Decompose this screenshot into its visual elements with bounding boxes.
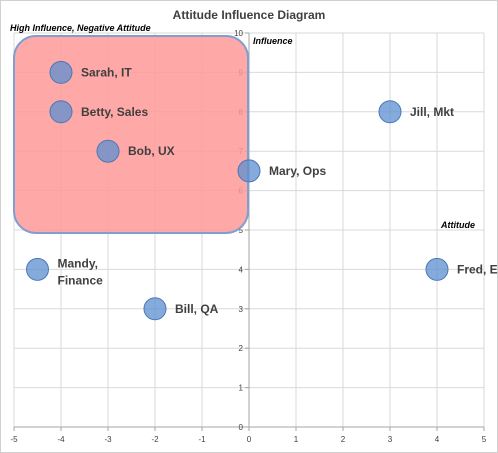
point-label: Sarah, IT xyxy=(81,65,132,79)
y-tick-label: 4 xyxy=(239,265,244,274)
point-label: Betty, Sales xyxy=(81,105,148,119)
data-point xyxy=(96,139,120,163)
x-tick-label: 2 xyxy=(341,435,346,444)
point-label: Mary, Ops xyxy=(269,164,326,178)
point-label: Bob, UX xyxy=(128,144,175,158)
data-point xyxy=(425,257,449,281)
y-tick-label: 3 xyxy=(239,305,244,314)
point-label: Bill, QA xyxy=(175,302,219,316)
region-label: High Influence, Negative Attitude xyxy=(10,23,151,33)
y-tick-label: 1 xyxy=(239,384,244,393)
data-point xyxy=(378,100,402,124)
highlight-region-box xyxy=(13,35,249,234)
highlight-region xyxy=(13,35,249,234)
x-tick-label: 5 xyxy=(482,435,487,444)
point-label: Jill, Mkt xyxy=(410,105,454,119)
x-tick-label: -3 xyxy=(104,435,112,444)
data-points xyxy=(26,60,449,321)
data-point xyxy=(143,297,167,321)
data-point xyxy=(49,60,73,84)
x-axis-title: Attitude xyxy=(440,220,475,230)
data-point xyxy=(237,159,261,183)
chart-title: Attitude Influence Diagram xyxy=(172,8,326,22)
x-tick-label: -2 xyxy=(151,435,159,444)
x-tick-label: -5 xyxy=(10,435,18,444)
point-label: Mandy, xyxy=(58,256,98,270)
data-point xyxy=(26,257,49,281)
y-axis-title: Influence xyxy=(253,36,293,46)
point-label: Fred, Eng xyxy=(457,262,498,276)
y-tick-label: 0 xyxy=(239,423,244,432)
x-tick-label: 3 xyxy=(388,435,393,444)
y-tick-label: 10 xyxy=(234,29,243,38)
x-tick-label: -4 xyxy=(57,435,65,444)
data-point xyxy=(49,100,73,124)
point-labels: Sarah, IT Betty, Sales Bob, UX Mary, Ops Jil… xyxy=(58,65,498,315)
y-tick-label: 2 xyxy=(239,344,244,353)
x-tick-label: 1 xyxy=(294,435,299,444)
y-tick-label: 5 xyxy=(239,226,244,235)
x-tick-label: 4 xyxy=(435,435,440,444)
point-label: Finance xyxy=(58,273,104,287)
x-tick-label: 0 xyxy=(247,435,252,444)
x-tick-label: -1 xyxy=(198,435,206,444)
